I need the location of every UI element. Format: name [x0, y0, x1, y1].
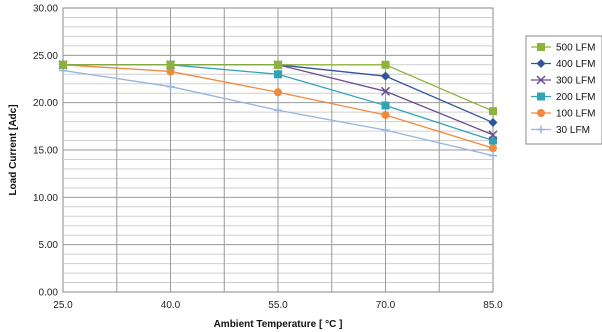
- x-tick-label: 25.0: [53, 300, 73, 311]
- data-point: [381, 71, 390, 81]
- data-point: [274, 106, 282, 115]
- data-point: [381, 60, 390, 69]
- legend-item: 100 LFM: [531, 109, 595, 120]
- series-layer: [58, 60, 498, 160]
- legend-label: 30 LFM: [556, 125, 590, 136]
- y-tick-label: 0.00: [39, 288, 59, 299]
- data-point: [537, 43, 545, 51]
- legend-label: 300 LFM: [556, 76, 595, 87]
- data-point: [381, 126, 390, 135]
- legend: 500 LFM 400 LFM 300 LFM 200 LFM 100 LFM 30 LF…: [525, 35, 602, 145]
- series-500-lfm: [59, 60, 497, 116]
- data-point: [536, 59, 546, 68]
- y-tick-label: 20.00: [33, 98, 58, 109]
- data-point: [536, 75, 546, 85]
- legend-item: 200 LFM: [531, 92, 595, 103]
- data-point: [488, 118, 498, 128]
- legend-label: 200 LFM: [556, 92, 595, 103]
- data-point: [166, 82, 175, 91]
- data-point: [489, 151, 497, 160]
- data-point: [381, 101, 390, 110]
- legend-box: [525, 35, 602, 145]
- legend-label: 100 LFM: [556, 109, 595, 120]
- data-point: [59, 60, 67, 69]
- data-point: [537, 109, 545, 117]
- legend-items: 500 LFM 400 LFM 300 LFM 200 LFM 100 LFM 30 LF…: [531, 43, 595, 136]
- y-tick-label: 25.00: [33, 51, 58, 62]
- y-tick-label: 15.00: [33, 146, 58, 157]
- series-30-lfm: [59, 66, 497, 160]
- data-point: [166, 67, 175, 76]
- data-point: [488, 130, 498, 140]
- tick-labels: 0.00 5.00 10.00 15.00 20.00 25.00 30.00 25.0 40.…: [33, 4, 503, 312]
- series-100-lfm: [59, 60, 497, 153]
- x-tick-label: 40.0: [161, 300, 181, 311]
- data-point: [537, 125, 545, 134]
- data-point: [274, 60, 282, 69]
- y-tick-label: 5.00: [39, 240, 59, 251]
- y-tick-label: 10.00: [33, 193, 58, 204]
- y-tick-label: 30.00: [33, 4, 58, 15]
- data-point: [380, 86, 391, 96]
- x-tick-label: 85.0: [483, 300, 503, 311]
- x-axis-title: Ambient Temperature [ °C ]: [214, 319, 343, 330]
- data-point: [274, 70, 282, 79]
- data-point: [166, 60, 175, 69]
- y-axis-title: Load Current [Adc]: [8, 104, 19, 195]
- legend-item: 400 LFM: [531, 59, 595, 70]
- data-point: [489, 107, 497, 116]
- data-point: [537, 92, 545, 101]
- data-point: [381, 110, 390, 119]
- x-tick-label: 55.0: [268, 300, 288, 311]
- legend-item: 30 LFM: [531, 125, 590, 136]
- data-point: [489, 136, 497, 145]
- legend-label: 400 LFM: [556, 59, 595, 70]
- legend-item: 500 LFM: [531, 43, 595, 54]
- data-point: [274, 88, 282, 97]
- legend-label: 500 LFM: [556, 43, 595, 54]
- legend-item: 300 LFM: [531, 75, 595, 87]
- data-point: [489, 144, 497, 153]
- x-tick-label: 70.0: [376, 300, 396, 311]
